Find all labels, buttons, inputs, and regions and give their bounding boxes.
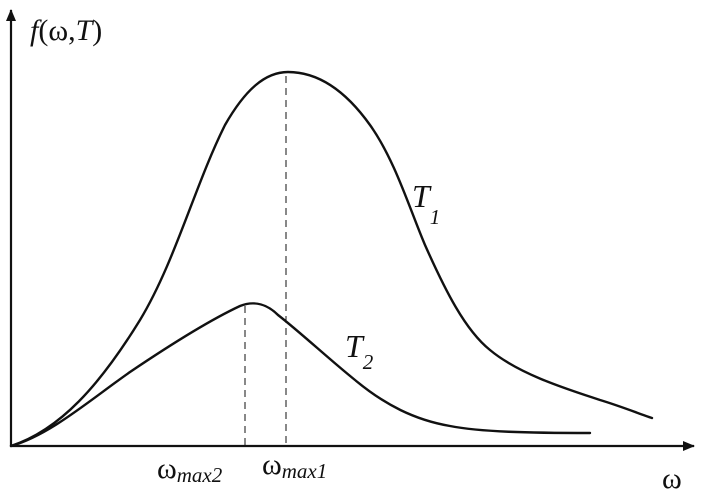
peak-label-max2-main: ω (157, 452, 177, 485)
peak-label-max2-sub: max2 (177, 463, 223, 487)
curve-label-t2-sub: 2 (363, 350, 374, 374)
curve-t2 (9, 302, 592, 448)
peak-label-max1-main: ω (262, 448, 282, 481)
y-axis-label-comma: , (68, 14, 76, 47)
y-axis-label-var1: ω (48, 14, 68, 47)
peak-label-max1: ωmax1 (262, 448, 327, 483)
peak-label-max2: ωmax2 (157, 452, 223, 487)
curve-label-t1-sub: 1 (430, 205, 441, 229)
curve-label-t1: T1 (412, 178, 440, 229)
y-axis-label-close: ) (92, 14, 102, 47)
y-axis-label-open: ( (38, 14, 48, 47)
curve-t1 (9, 70, 654, 448)
curve-label-t2: T2 (345, 328, 374, 374)
x-axis-label: ω (662, 462, 682, 495)
y-axis-label: f(ω,T) (30, 14, 102, 47)
curve-label-t2-main: T (345, 328, 365, 364)
y-axis-label-var2: T (76, 14, 95, 47)
peak-label-max1-sub: max1 (282, 459, 328, 483)
curve-label-t1-main: T (412, 178, 432, 214)
